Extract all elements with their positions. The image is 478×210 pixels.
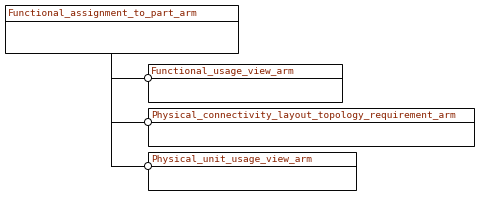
- Circle shape: [144, 118, 152, 126]
- Text: Functional_usage_view_arm: Functional_usage_view_arm: [151, 67, 295, 76]
- Bar: [148, 108, 474, 146]
- Text: Physical_unit_usage_view_arm: Physical_unit_usage_view_arm: [151, 155, 312, 164]
- Bar: [148, 152, 356, 190]
- Bar: [5, 5, 238, 53]
- Text: Functional_assignment_to_part_arm: Functional_assignment_to_part_arm: [8, 8, 198, 17]
- Circle shape: [144, 163, 152, 169]
- Circle shape: [144, 75, 152, 81]
- Bar: [148, 64, 342, 102]
- Text: Physical_connectivity_layout_topology_requirement_arm: Physical_connectivity_layout_topology_re…: [151, 110, 456, 119]
